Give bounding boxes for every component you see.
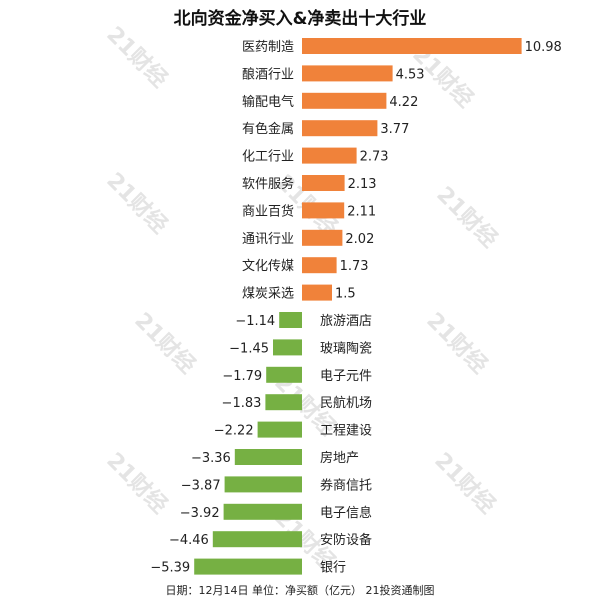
- data-label: −1.83: [222, 396, 262, 411]
- category-label: 安防设备: [320, 532, 372, 548]
- data-label: 1.5: [335, 287, 356, 302]
- data-label: −3.92: [180, 506, 220, 521]
- category-label: 酿酒行业: [242, 66, 294, 82]
- labels-layer: 医药制造 10.98 酿酒行业 4.53 输配电气 4.22 有色金属 3.77 化工行业 2.7…: [150, 40, 561, 576]
- category-label: 电子信息: [320, 505, 372, 521]
- bar-19: [212, 531, 302, 548]
- bar-17: [224, 476, 302, 493]
- data-label: 3.77: [380, 122, 409, 137]
- bar-18: [223, 503, 302, 520]
- watermark-text: 21财经: [431, 181, 502, 252]
- category-label: 工程建设: [320, 424, 372, 439]
- data-label: −1.79: [222, 369, 262, 384]
- watermark-text: 21财经: [421, 307, 492, 378]
- category-label: 民航机场: [320, 395, 372, 411]
- data-label: 1.73: [340, 259, 369, 274]
- watermark-text: 21财经: [101, 21, 172, 92]
- category-label: 有色金属: [242, 121, 294, 137]
- bar-2: [302, 65, 393, 82]
- bar-4: [302, 120, 378, 137]
- bar-5: [302, 147, 357, 164]
- chart-title: 北向资金净买入&净卖出十大行业: [173, 9, 427, 29]
- category-label: 房地产: [320, 450, 359, 466]
- watermark-text: 21财经: [429, 447, 500, 518]
- chart-footer: 日期：12月14日 单位：净买额（亿元） 21投资通制图: [165, 584, 435, 597]
- data-label: −2.22: [214, 424, 254, 439]
- bar-11: [279, 312, 302, 328]
- data-label: 10.98: [525, 40, 562, 55]
- bars-layer: [194, 38, 522, 575]
- data-label: 2.11: [347, 204, 376, 219]
- bar-6: [302, 175, 345, 191]
- bar-15: [257, 421, 302, 438]
- category-label: 券商信托: [320, 477, 372, 493]
- bar-8: [302, 229, 343, 246]
- data-label: 2.13: [348, 177, 377, 192]
- data-label: −3.87: [181, 478, 221, 493]
- bar-7: [302, 202, 345, 219]
- data-label: 2.73: [360, 150, 389, 165]
- category-label: 医药制造: [242, 40, 294, 55]
- category-label: 软件服务: [242, 176, 294, 192]
- data-label: −3.36: [191, 451, 231, 466]
- data-label: 4.22: [389, 95, 418, 110]
- watermark-text: 21财经: [101, 447, 172, 518]
- category-label: 通讯行业: [242, 232, 294, 247]
- data-label: −5.39: [150, 561, 190, 576]
- bar-1: [302, 38, 522, 54]
- bar-3: [302, 92, 387, 109]
- watermark-text: 21财经: [129, 307, 200, 378]
- data-label: 4.53: [396, 67, 425, 82]
- data-label: −1.45: [229, 341, 269, 356]
- bar-20: [194, 558, 302, 575]
- data-label: −4.46: [169, 533, 209, 548]
- bar-13: [266, 366, 302, 383]
- data-label: 2.02: [345, 232, 374, 247]
- category-label: 化工行业: [242, 150, 294, 165]
- category-label: 银行: [320, 561, 346, 576]
- category-label: 输配电气: [242, 94, 294, 110]
- category-label: 煤炭采选: [242, 287, 294, 302]
- category-label: 旅游酒店: [320, 314, 372, 329]
- category-label: 电子元件: [320, 369, 372, 384]
- category-label: 商业百货: [242, 203, 294, 219]
- bar-9: [302, 257, 337, 274]
- watermark-text: 21财经: [101, 167, 172, 238]
- category-label: 文化传媒: [242, 259, 294, 274]
- bar-10: [302, 284, 332, 301]
- bar-14: [265, 394, 302, 411]
- bar-16: [234, 449, 302, 465]
- category-label: 玻璃陶瓷: [320, 340, 372, 356]
- bar-12: [273, 339, 302, 356]
- data-label: −1.14: [235, 314, 275, 329]
